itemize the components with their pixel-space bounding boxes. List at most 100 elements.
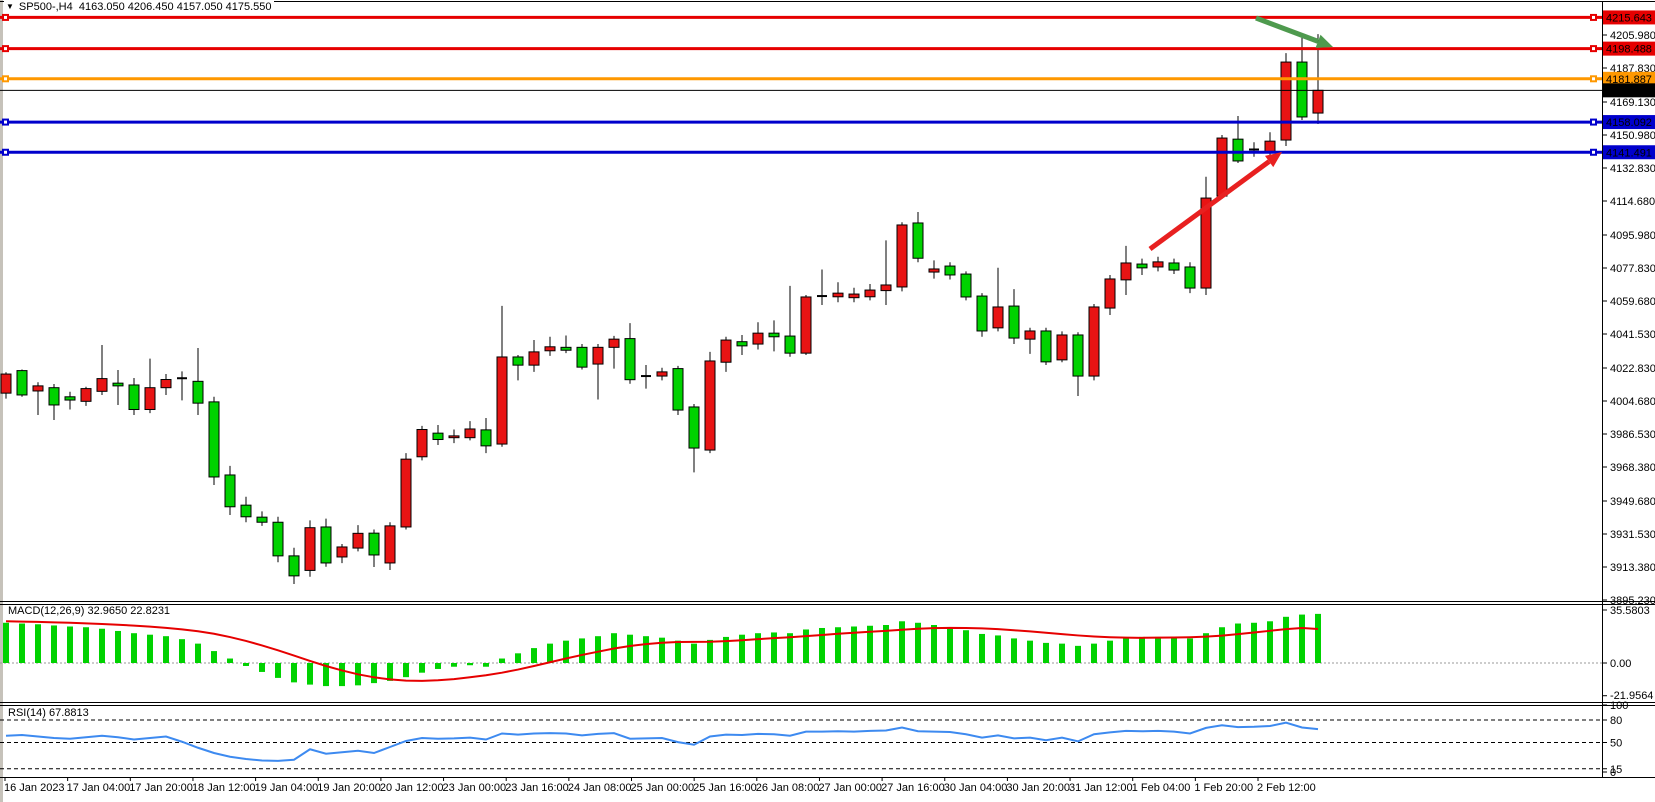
candle: [1088, 306, 1100, 377]
candle: [160, 379, 172, 389]
line-handle-dot: [1592, 120, 1595, 124]
macd-histogram-bar: [723, 636, 729, 663]
candle: [1040, 330, 1052, 363]
line-handle-dot: [4, 120, 7, 124]
macd-axis-label: -21.9564: [1610, 690, 1653, 702]
macd-histogram-bar: [867, 625, 873, 663]
macd-histogram-bar: [1011, 638, 1017, 663]
price-line-tag-label: 4158.092: [1606, 117, 1652, 129]
time-axis-label: 26 Jan 08:00: [756, 782, 820, 794]
macd-histogram-bar: [451, 663, 457, 667]
price-line-tag: [1603, 10, 1655, 25]
time-axis-label: 23 Jan 16:00: [505, 782, 569, 794]
macd-histogram-bar: [131, 633, 137, 663]
macd-histogram-bar: [931, 625, 937, 663]
line-handle-dot: [4, 47, 7, 51]
macd-histogram-bar: [595, 636, 601, 663]
macd-histogram-bar: [515, 653, 521, 663]
candle: [1232, 138, 1244, 162]
macd-histogram-bar: [1203, 633, 1209, 663]
macd-histogram-bar: [1107, 640, 1113, 663]
macd-histogram-bar: [115, 630, 121, 663]
candle: [1216, 137, 1228, 197]
time-axis-label: 30 Jan 20:00: [1006, 782, 1070, 794]
chart-title-text: SP500-,H4 4163.050 4206.450 4157.050 417…: [18, 1, 272, 13]
macd-histogram-bar: [995, 635, 1001, 663]
candle: [624, 338, 636, 381]
rsi-axis-label: 0: [1610, 767, 1616, 779]
candle: [896, 224, 908, 288]
macd-histogram-bar: [627, 634, 633, 663]
candle: [1024, 330, 1036, 340]
macd-histogram-bar: [915, 622, 921, 663]
time-axis[interactable]: [0, 778, 1655, 802]
time-axis-label: 2 Feb 12:00: [1257, 782, 1316, 794]
time-axis-label: 18 Jan 12:00: [192, 782, 256, 794]
macd-histogram-bar: [275, 663, 281, 678]
resistance-down-arrow[interactable]: [1255, 15, 1319, 44]
price-line-tag-label: 4215.643: [1606, 12, 1652, 24]
candle: [1312, 89, 1324, 114]
macd-histogram-bar: [435, 663, 441, 669]
macd-histogram-bar: [51, 625, 57, 663]
candle: [208, 401, 220, 478]
macd-histogram-bar: [1091, 643, 1097, 663]
candle: [736, 341, 748, 347]
macd-histogram-bar: [1155, 636, 1161, 663]
macd-histogram-bar: [963, 630, 969, 663]
time-axis-label: 25 Jan 16:00: [693, 782, 757, 794]
price-line-tag: [1603, 71, 1655, 86]
up-trend-arrow-head[interactable]: [1264, 152, 1282, 168]
macd-histogram-bar: [291, 663, 297, 683]
line-handle-dot: [1592, 150, 1595, 154]
macd-histogram-bar: [387, 663, 393, 681]
price-axis-label: 4205.980: [1610, 30, 1655, 42]
macd-histogram-bar: [883, 625, 889, 663]
rsi-axis-label: 50: [1610, 738, 1622, 750]
price-axis-label: 4150.980: [1610, 130, 1655, 142]
price-line-tag: [1603, 41, 1655, 56]
time-axis-label: 19 Jan 20:00: [317, 782, 381, 794]
rsi-indicator-label: RSI(14) 67.8813: [6, 707, 91, 719]
time-axis-label: 27 Jan 16:00: [881, 782, 945, 794]
candle: [752, 332, 764, 345]
window-edge: [0, 0, 3, 802]
macd-histogram-bar: [1171, 637, 1177, 663]
macd-histogram-bar: [1299, 614, 1305, 663]
candle: [1296, 61, 1308, 118]
macd-histogram-bar: [35, 624, 41, 663]
line-handle-dot: [1592, 47, 1595, 51]
macd-signal-line: [5, 620, 1319, 682]
macd-histogram-bar: [899, 621, 905, 663]
up-trend-arrow[interactable]: [1148, 159, 1271, 252]
macd-indicator-label: MACD(12,26,9) 32.9650 22.8231: [6, 605, 173, 617]
candle: [352, 532, 364, 549]
price-line-tag: [1603, 145, 1655, 160]
symbol-dropdown-icon[interactable]: ▼: [6, 2, 14, 11]
price-axis-label: 4095.980: [1610, 230, 1655, 242]
macd-histogram-bar: [835, 627, 841, 663]
price-axis[interactable]: [1602, 0, 1655, 777]
time-axis-label: 1 Feb 20:00: [1194, 782, 1253, 794]
price-line-tag-label: 4141.491: [1606, 147, 1652, 159]
macd-histogram-bar: [531, 648, 537, 663]
candle: [560, 346, 572, 351]
price-axis-label: 4059.680: [1610, 296, 1655, 308]
price-axis-label: 3949.680: [1610, 496, 1655, 508]
resistance-down-arrow-head[interactable]: [1315, 34, 1333, 48]
chart-title: ▼ SP500-,H4 4163.050 4206.450 4157.050 4…: [4, 1, 274, 13]
macd-histogram-bar: [755, 633, 761, 663]
macd-histogram-bar: [1059, 643, 1065, 663]
macd-histogram-bar: [1187, 638, 1193, 663]
candle: [1136, 263, 1148, 269]
macd-histogram-bar: [467, 663, 473, 666]
macd-histogram-bar: [563, 640, 569, 663]
candle: [1072, 334, 1084, 377]
time-axis-label: 17 Jan 04:00: [67, 782, 131, 794]
candle: [336, 546, 348, 558]
candle: [32, 385, 44, 392]
time-axis-label: 25 Jan 00:00: [631, 782, 695, 794]
line-handle-dot: [4, 77, 7, 81]
macd-histogram-bar: [579, 638, 585, 663]
